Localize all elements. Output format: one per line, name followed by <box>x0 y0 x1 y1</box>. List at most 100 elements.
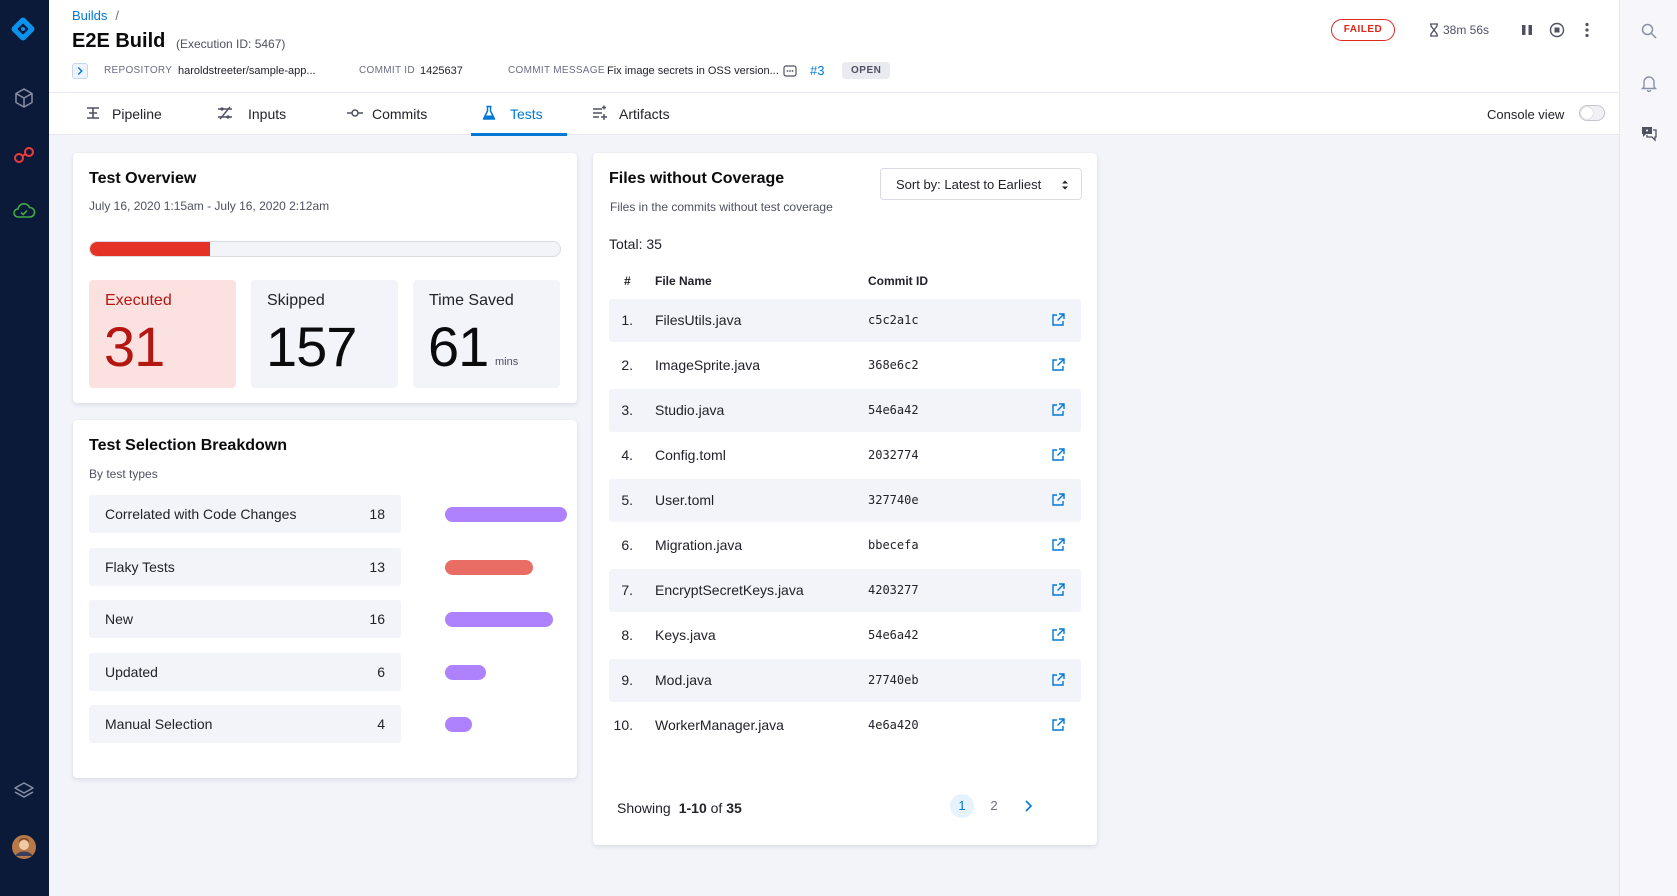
bell-icon[interactable] <box>1640 74 1658 92</box>
breakdown-row: New 16 <box>89 600 553 638</box>
pull-request-link[interactable]: #3 <box>810 63 825 78</box>
search-icon[interactable] <box>1640 22 1658 40</box>
table-row: 6. Migration.java bbecefa <box>609 524 1081 567</box>
file-name: Config.toml <box>655 447 726 463</box>
harness-logo-icon[interactable] <box>10 16 36 42</box>
external-link-icon[interactable] <box>1050 672 1066 688</box>
row-number: 4. <box>621 447 633 463</box>
row-number: 9. <box>621 672 633 688</box>
breakdown-bar <box>445 559 533 575</box>
card-subtitle: By test types <box>89 467 158 481</box>
tab-tests[interactable]: Tests <box>471 93 567 136</box>
console-view-toggle[interactable] <box>1579 105 1605 121</box>
breakdown-row-box: Manual Selection 4 <box>89 705 401 743</box>
external-link-icon[interactable] <box>1050 627 1066 643</box>
table-row: 8. Keys.java 54e6a42 <box>609 614 1081 657</box>
layers-icon[interactable] <box>12 779 36 803</box>
tab-commits[interactable]: Commits <box>347 93 433 135</box>
stat-value: 157 <box>266 315 357 378</box>
breakdown-count: 13 <box>369 558 385 575</box>
sort-dropdown[interactable]: Sort by: Latest to Earliest <box>880 168 1082 200</box>
stat-label: Executed <box>105 292 172 309</box>
expand-details-button[interactable] <box>72 63 88 79</box>
execution-id: (Execution ID: 5467) <box>176 37 286 51</box>
card-title: Test Overview <box>89 170 197 187</box>
breakdown-row-box: Correlated with Code Changes 18 <box>89 495 401 533</box>
commit-id: 4203277 <box>868 583 919 597</box>
next-page-icon[interactable] <box>1021 799 1035 813</box>
commit-id: 4e6a420 <box>868 718 919 732</box>
tab-label: Tests <box>510 106 543 122</box>
file-name: EncryptSecretKeys.java <box>655 582 804 598</box>
file-name: Keys.java <box>655 627 716 643</box>
breakdown-row: Updated 6 <box>89 652 531 691</box>
showing-of: of <box>710 800 723 816</box>
more-options-icon[interactable] <box>1579 22 1595 38</box>
table-row: 2. ImageSprite.java 368e6c2 <box>609 344 1081 387</box>
files-without-coverage-card: Files without Coverage Files in the comm… <box>593 153 1097 845</box>
cube-icon[interactable] <box>12 86 36 110</box>
cloud-check-icon[interactable] <box>12 199 36 223</box>
inputs-icon <box>218 106 232 120</box>
test-overview-card: Test Overview July 16, 2020 1:15am - Jul… <box>73 153 577 403</box>
stat-skipped: Skipped 157 <box>251 280 398 388</box>
date-range: July 16, 2020 1:15am - July 16, 2020 2:1… <box>89 199 330 213</box>
breadcrumb-builds-link[interactable]: Builds <box>72 8 108 23</box>
pause-icon[interactable] <box>1519 22 1535 38</box>
breakdown-row-box: Flaky Tests 13 <box>89 547 401 586</box>
external-link-icon[interactable] <box>1050 537 1066 553</box>
external-link-icon[interactable] <box>1050 357 1066 373</box>
file-name: Studio.java <box>655 402 725 418</box>
stop-icon[interactable] <box>1549 22 1565 38</box>
external-link-icon[interactable] <box>1050 582 1066 598</box>
external-link-icon[interactable] <box>1050 447 1066 463</box>
hourglass-icon <box>1430 23 1438 37</box>
table-row: 9. Mod.java 27740eb <box>609 659 1081 702</box>
commit-id: bbecefa <box>868 538 919 552</box>
commit-id: 2032774 <box>868 448 919 462</box>
table-row: 3. Studio.java 54e6a42 <box>609 389 1081 432</box>
commit-message-value: Fix image secrets in OSS version... <box>607 65 779 77</box>
breakdown-label: Flaky Tests <box>105 558 175 575</box>
more-message-icon[interactable] <box>783 64 797 78</box>
row-number: 7. <box>621 582 633 598</box>
flask-icon <box>482 105 496 120</box>
sort-caret-icon <box>1062 180 1068 190</box>
external-link-icon[interactable] <box>1050 717 1066 733</box>
tab-label: Inputs <box>248 106 287 122</box>
tab-inputs[interactable]: Inputs <box>217 93 293 135</box>
avatar[interactable] <box>12 835 36 859</box>
executed-progress-bar <box>89 241 561 257</box>
progress-fill <box>90 242 210 256</box>
showing-label: Showing <box>617 800 671 816</box>
external-link-icon[interactable] <box>1050 312 1066 328</box>
stat-unit: mins <box>495 356 519 368</box>
file-name: FilesUtils.java <box>655 312 742 328</box>
page-2-button[interactable]: 2 <box>990 798 998 813</box>
test-selection-breakdown-card: Test Selection Breakdown By test types C… <box>73 420 577 778</box>
commit-message-label: COMMIT MESSAGE <box>508 65 605 76</box>
tab-artifacts[interactable]: Artifacts <box>592 93 678 135</box>
external-link-icon[interactable] <box>1050 492 1066 508</box>
file-name: ImageSprite.java <box>655 357 761 373</box>
col-header-number: # <box>624 274 631 288</box>
breakdown-row: Manual Selection 4 <box>89 705 531 743</box>
external-link-icon[interactable] <box>1050 402 1066 418</box>
tab-pipeline[interactable]: Pipeline <box>85 93 169 135</box>
file-name: WorkerManager.java <box>655 717 784 733</box>
pagination-summary: Showing 1-10 of 35 <box>617 800 742 816</box>
breakdown-row: Correlated with Code Changes 18 <box>89 495 567 533</box>
builds-icon[interactable] <box>12 143 36 167</box>
table-row: 1. FilesUtils.java c5c2a1c <box>609 299 1081 342</box>
breakdown-count: 6 <box>377 663 385 680</box>
breakdown-bar <box>445 612 553 627</box>
run-duration: 38m 56s <box>1443 23 1490 37</box>
row-number: 3. <box>621 402 633 418</box>
status-badge: FAILED <box>1331 19 1395 41</box>
table-row: 5. User.toml 327740e <box>609 479 1081 522</box>
table-row: 7. EncryptSecretKeys.java 4203277 <box>609 569 1081 612</box>
file-name: Migration.java <box>655 537 743 553</box>
artifacts-icon <box>593 105 607 120</box>
chat-help-icon[interactable] <box>1640 124 1658 142</box>
page-1-button[interactable]: 1 <box>950 794 974 818</box>
